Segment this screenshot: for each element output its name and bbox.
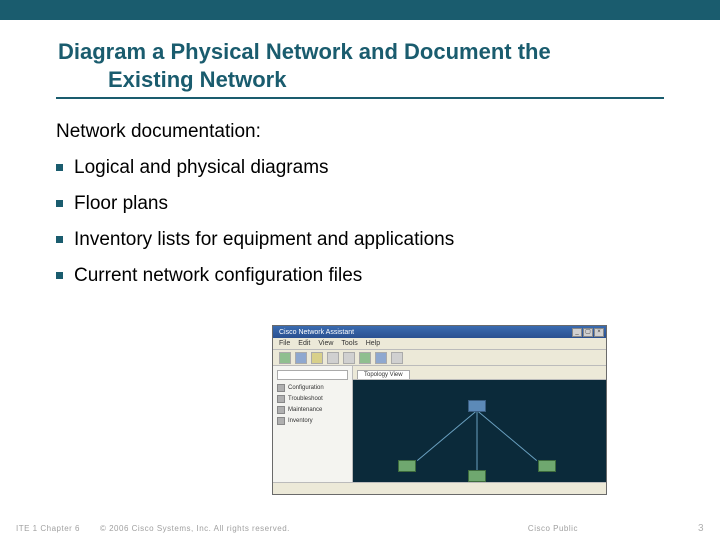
subheading: Network documentation:: [56, 121, 664, 143]
canvas-wrap: Topology View: [353, 366, 606, 482]
app-statusbar: [273, 482, 606, 494]
toolbar-icon[interactable]: [391, 352, 403, 364]
topology-link: [417, 410, 477, 461]
bullet-item: Inventory lists for equipment and applic…: [56, 229, 664, 251]
close-button[interactable]: ×: [594, 328, 604, 337]
host-node-icon[interactable]: [538, 460, 556, 472]
app-sidebar: Configuration Troubleshoot Maintenance I…: [273, 366, 353, 482]
embedded-app-window: Cisco Network Assistant _ ▢ × File Edit …: [272, 325, 607, 495]
bullet-item: Current network configuration files: [56, 265, 664, 287]
title-line-1: Diagram a Physical Network and Document …: [58, 39, 551, 64]
folder-icon: [277, 395, 285, 403]
toolbar-icon[interactable]: [311, 352, 323, 364]
sidebar-item[interactable]: Troubleshoot: [277, 395, 348, 403]
slide-title: Diagram a Physical Network and Document …: [56, 38, 664, 99]
menu-item[interactable]: File: [279, 340, 290, 347]
toolbar-icon[interactable]: [279, 352, 291, 364]
slide-content: Diagram a Physical Network and Document …: [0, 20, 720, 287]
toolbar-icon[interactable]: [375, 352, 387, 364]
toolbar-icon[interactable]: [327, 352, 339, 364]
toolbar-icon[interactable]: [295, 352, 307, 364]
app-title: Cisco Network Assistant: [279, 329, 354, 336]
sidebar-item-label: Inventory: [288, 418, 313, 424]
topology-link: [477, 410, 537, 461]
sidebar-search-input[interactable]: [277, 370, 348, 380]
title-line-2: Existing Network: [58, 66, 664, 94]
brand-top-bar: [0, 0, 720, 20]
host-node-icon[interactable]: [398, 460, 416, 472]
sidebar-item-label: Configuration: [288, 385, 324, 391]
switch-node-icon[interactable]: [468, 400, 486, 412]
footer-public: Cisco Public: [528, 524, 578, 533]
menu-item[interactable]: Tools: [341, 340, 357, 347]
app-titlebar: Cisco Network Assistant _ ▢ ×: [273, 326, 606, 338]
tab-bar: Topology View: [353, 366, 606, 380]
maximize-button[interactable]: ▢: [583, 328, 593, 337]
toolbar-icon[interactable]: [359, 352, 371, 364]
app-menubar: File Edit View Tools Help: [273, 338, 606, 350]
sidebar-item-label: Troubleshoot: [288, 396, 323, 402]
slide-footer: ITE 1 Chapter 6 © 2006 Cisco Systems, In…: [0, 523, 720, 534]
sidebar-item[interactable]: Inventory: [277, 417, 348, 425]
menu-item[interactable]: Help: [366, 340, 380, 347]
minimize-button[interactable]: _: [572, 328, 582, 337]
sidebar-item[interactable]: Maintenance: [277, 406, 348, 414]
footer-page-number: 3: [698, 523, 704, 534]
tab-topology[interactable]: Topology View: [357, 370, 410, 379]
menu-item[interactable]: View: [318, 340, 333, 347]
sidebar-item-label: Maintenance: [288, 407, 322, 413]
bullet-list: Logical and physical diagrams Floor plan…: [56, 157, 664, 287]
menu-item[interactable]: Edit: [298, 340, 310, 347]
folder-icon: [277, 417, 285, 425]
app-body: Configuration Troubleshoot Maintenance I…: [273, 366, 606, 482]
toolbar-icon[interactable]: [343, 352, 355, 364]
host-node-icon[interactable]: [468, 470, 486, 482]
footer-chapter: ITE 1 Chapter 6: [16, 524, 80, 533]
topology-link: [477, 411, 478, 473]
footer-copyright: © 2006 Cisco Systems, Inc. All rights re…: [100, 524, 290, 533]
topology-canvas[interactable]: [353, 380, 606, 482]
folder-icon: [277, 384, 285, 392]
sidebar-item[interactable]: Configuration: [277, 384, 348, 392]
folder-icon: [277, 406, 285, 414]
app-toolbar: [273, 350, 606, 366]
bullet-item: Floor plans: [56, 193, 664, 215]
bullet-item: Logical and physical diagrams: [56, 157, 664, 179]
